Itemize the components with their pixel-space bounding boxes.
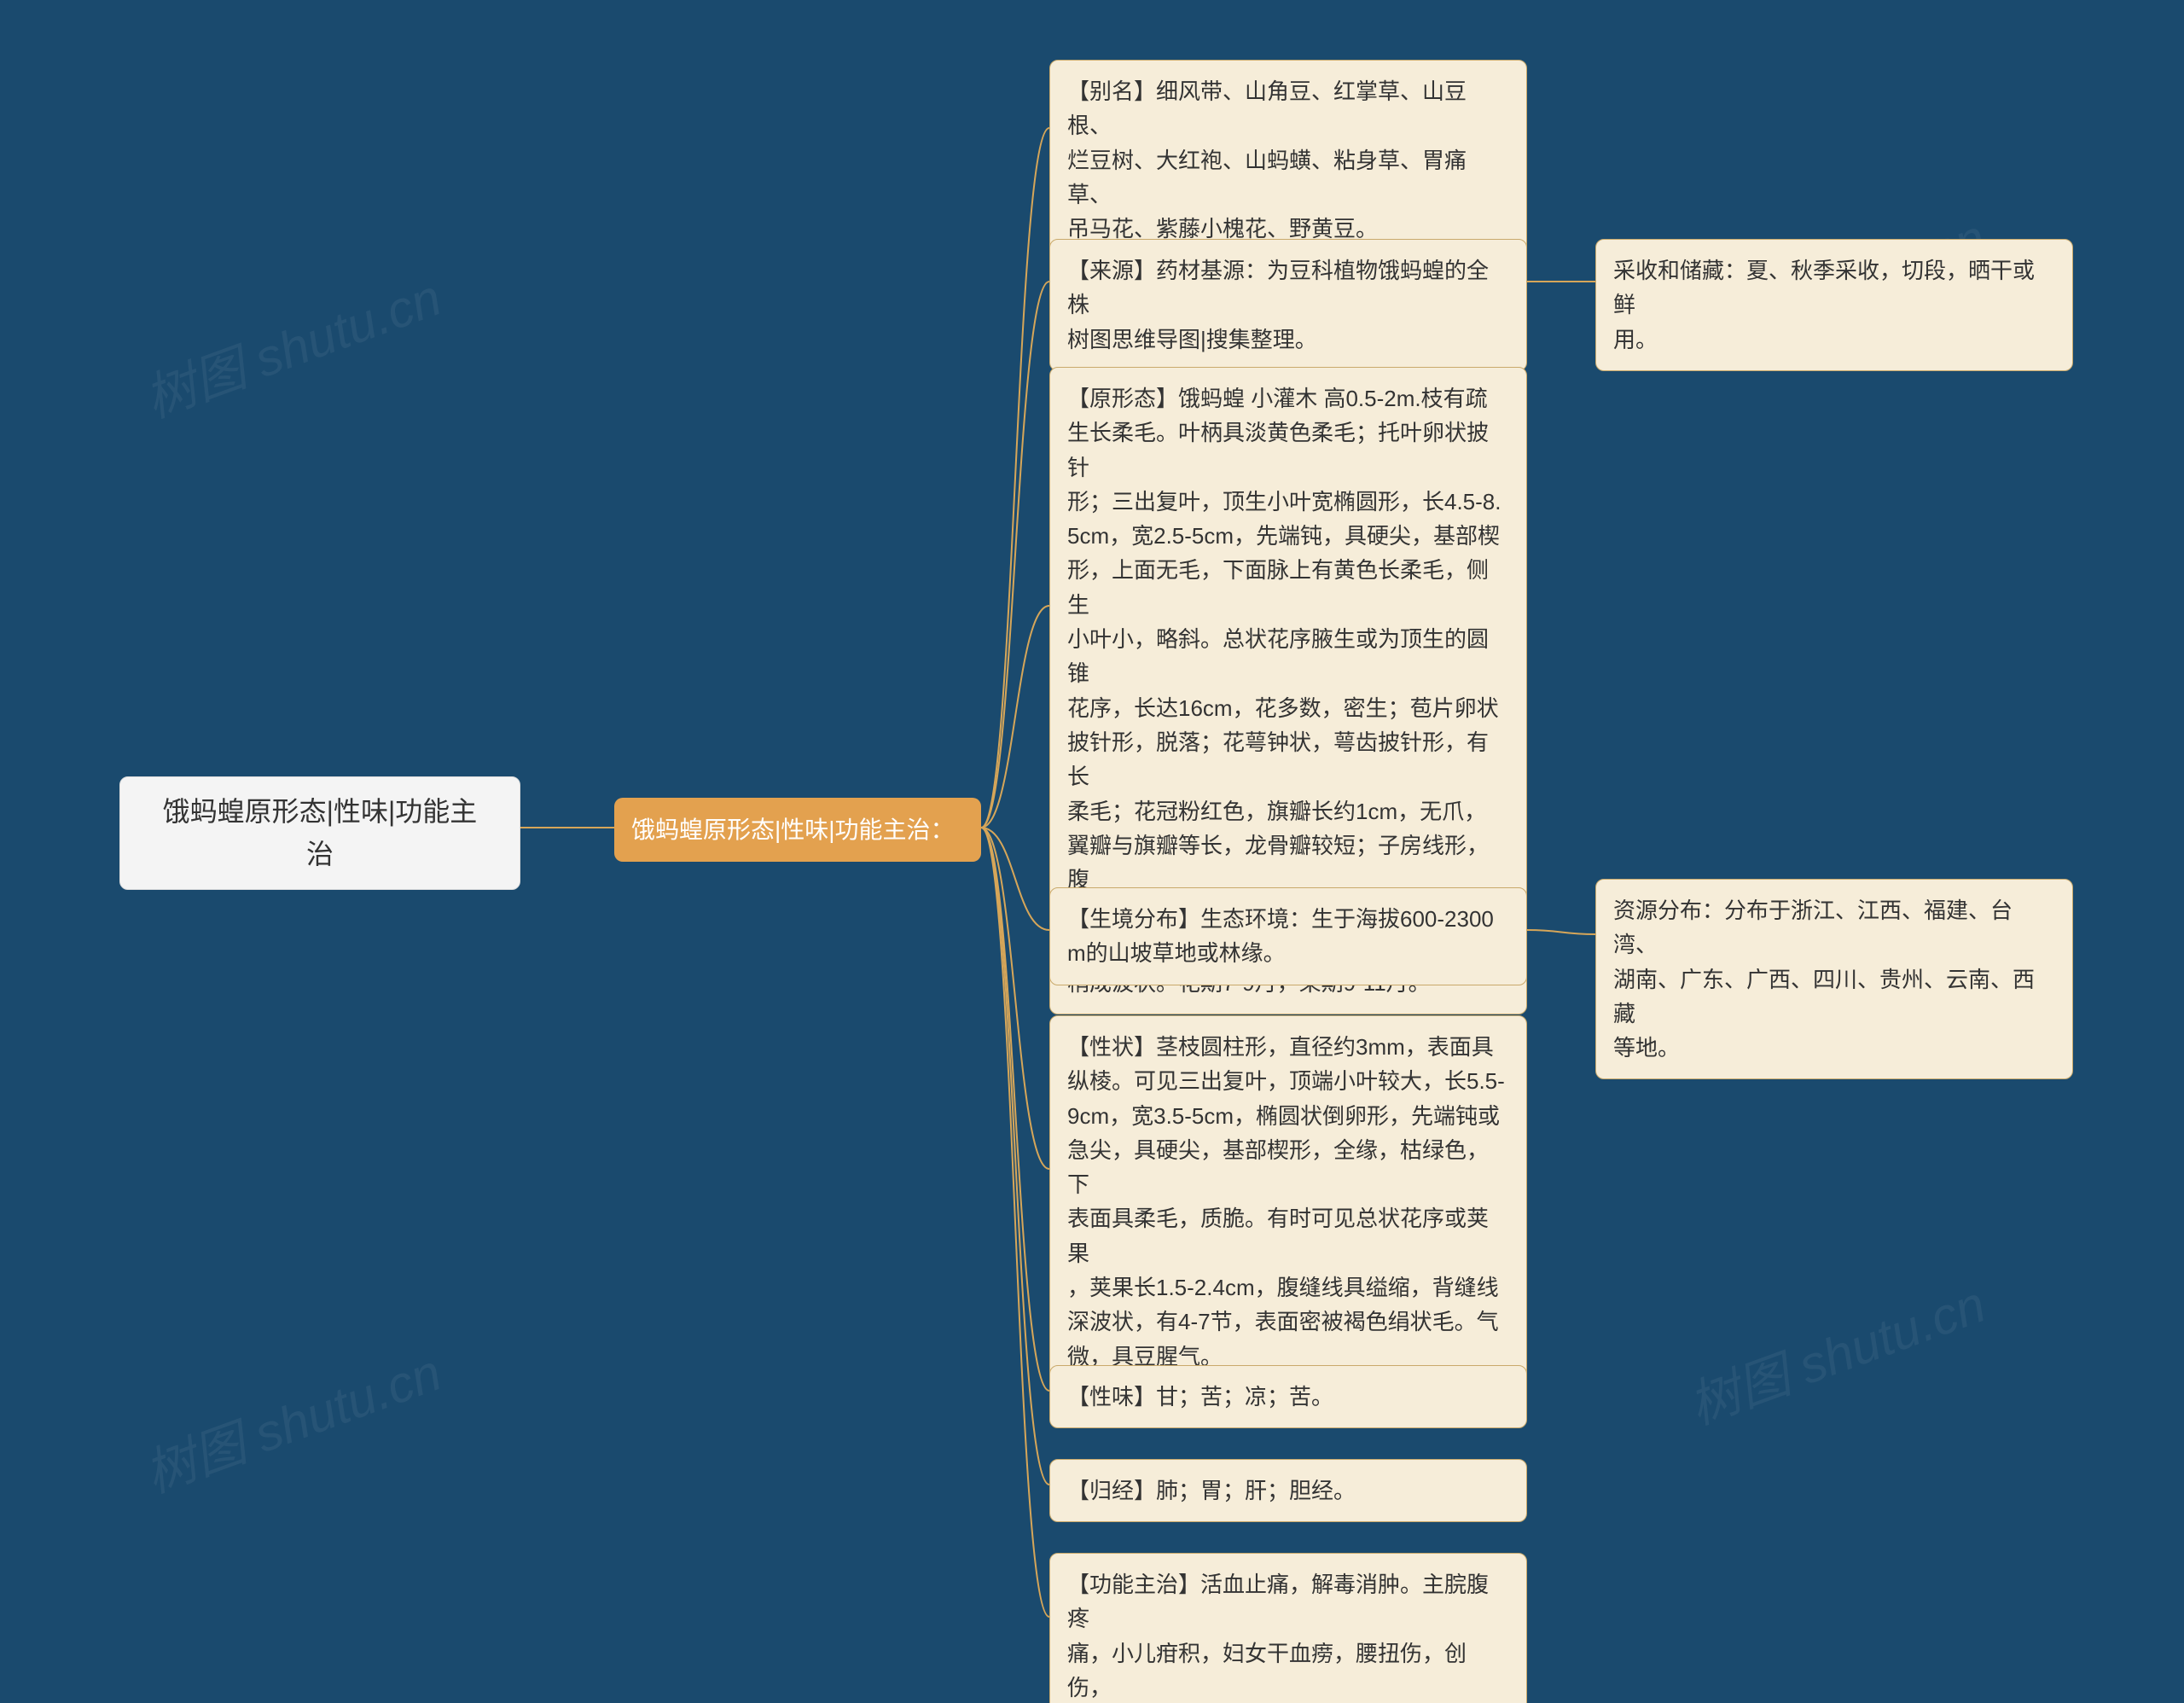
node-char[interactable]: 【性状】茎枝圆柱形，直径约3mm，表面具 纵棱。可见三出复叶，顶端小叶较大，长5… [1049,1015,1527,1388]
node-source[interactable]: 【来源】药材基源：为豆科植物饿蚂蝗的全株 树图思维导图|搜集整理。 [1049,239,1527,371]
root-node[interactable]: 饿蚂蝗原形态|性味|功能主 治 [119,776,520,890]
node-habitat-child[interactable]: 资源分布：分布于浙江、江西、福建、台湾、 湖南、广东、广西、四川、贵州、云南、西… [1595,879,2073,1079]
node-merid[interactable]: 【归经】肺；胃；肝；胆经。 [1049,1459,1527,1522]
watermark: 树图 shutu.cn [133,256,450,432]
watermark: 树图 shutu.cn [133,1331,450,1507]
node-func[interactable]: 【功能主治】活血止痛，解毒消肿。主脘腹疼 痛，小儿疳积，妇女干血痨，腰扭伤，创伤… [1049,1553,1527,1703]
watermark: 树图 shutu.cn [1677,1263,1994,1439]
hub-node[interactable]: 饿蚂蝗原形态|性味|功能主治： [614,798,981,862]
node-habitat[interactable]: 【生境分布】生态环境：生于海拔600-2300 m的山坡草地或林缘。 [1049,887,1527,985]
node-taste[interactable]: 【性味】甘；苦；凉；苦。 [1049,1365,1527,1428]
node-source-child[interactable]: 采收和储藏：夏、秋季采收，切段，晒干或鲜 用。 [1595,239,2073,371]
node-alias[interactable]: 【别名】细风带、山角豆、红掌草、山豆根、 烂豆树、大红袍、山蚂蟥、粘身草、胃痛草… [1049,60,1527,260]
